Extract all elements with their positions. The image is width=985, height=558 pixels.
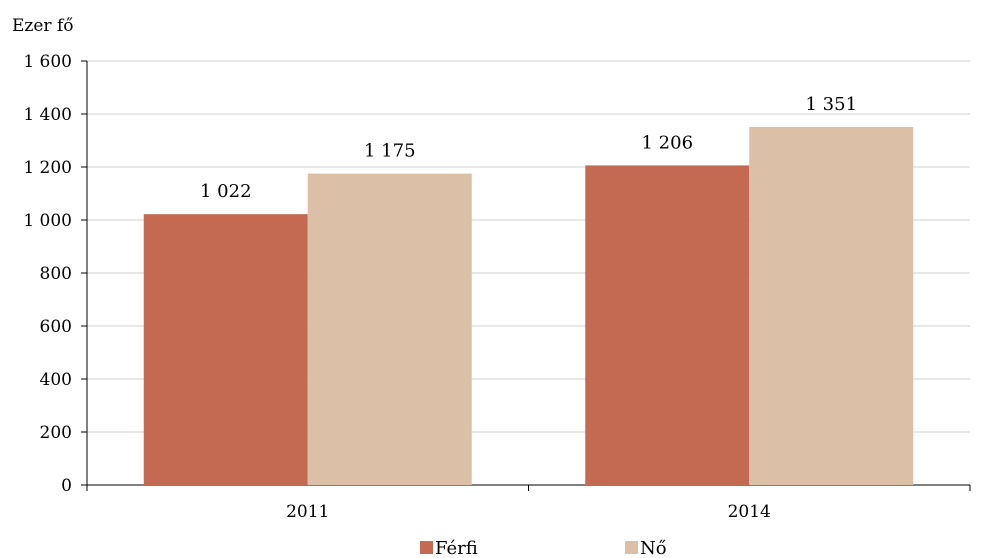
x-tick-label: 2011 [286,502,329,522]
legend-swatch [625,541,638,554]
y-tick-label: 200 [40,423,72,443]
bar-no-2014 [749,126,914,486]
data-label: 1 351 [805,94,857,115]
y-tick-label: 800 [40,264,72,284]
y-tick-label: 1 600 [23,52,72,72]
y-tick-label: 1 400 [23,105,72,125]
bar-no-2011 [307,173,472,485]
y-tick-label: 0 [61,476,72,496]
data-label: 1 022 [200,181,252,202]
x-tick-label: 2014 [728,502,771,522]
data-label: 1 175 [364,141,416,162]
legend-label: Férfi [435,538,478,558]
bars [143,126,914,486]
y-tick-label: 1 200 [23,158,72,178]
bar-ferfi-2011 [143,214,308,486]
y-axis-unit-label: Ezer fő [12,16,73,36]
legend-label: Nő [640,538,667,558]
bar-ferfi-2014 [585,165,750,485]
tick-labels: 0 200 400 600 800 1 000 1 200 1 400 1 600 2011 201… [23,52,771,522]
legend: Férfi Nő [420,538,667,558]
data-labels: 1 022 1 175 1 206 1 351 [200,94,857,202]
y-tick-label: 1 000 [23,211,72,231]
y-tick-label: 400 [40,370,72,390]
legend-swatch [420,541,433,554]
y-tick-label: 600 [40,317,72,337]
data-label: 1 206 [641,132,693,153]
